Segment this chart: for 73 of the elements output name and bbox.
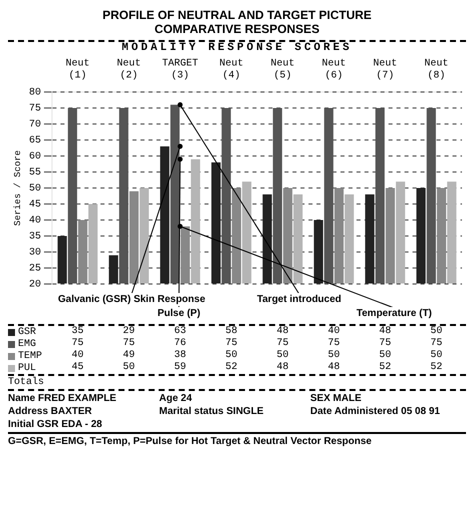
data-label: 75 (122, 338, 136, 350)
y-tick-label: 60 (28, 152, 41, 163)
x-tick-label: Neut (6) (322, 58, 346, 82)
data-label: 48 (276, 326, 290, 338)
data-label: 75 (429, 338, 444, 350)
annotation: Target introduced (257, 294, 342, 305)
x-tick-label: TARGET (3) (162, 58, 198, 82)
data-label: 52 (224, 362, 238, 374)
y-tick-label: 20 (28, 280, 41, 291)
data-label: 48 (276, 362, 290, 374)
y-tick-label: 25 (28, 264, 41, 275)
data-label: 45 (70, 362, 85, 374)
text: Totals (8, 374, 466, 389)
annotation: Galvanic (GSR) Skin Response (58, 294, 206, 305)
data-label: 52 (378, 362, 392, 374)
data-label: 52 (429, 362, 444, 374)
x-tick-label: Neut (8) (424, 58, 448, 82)
data-label: 38 (173, 350, 188, 362)
annotation: Pulse (P) (158, 308, 200, 319)
text: Address BAXTER (8, 406, 93, 417)
y-tick-label: 45 (28, 200, 41, 211)
chart-subtitle: MODALITY RESPONSE SCORES (8, 40, 466, 54)
legend-label: TEMP (18, 350, 42, 362)
data-label: 58 (224, 326, 238, 338)
data-label: 40 (326, 326, 341, 338)
data-label: 50 (122, 362, 136, 374)
annotation: Temperature (T) (356, 308, 432, 319)
x-tick-label: Neut (1) (66, 58, 90, 82)
y-tick-label: 55 (28, 168, 41, 179)
data-label: 40 (70, 350, 85, 362)
y-tick-label: 40 (28, 216, 41, 227)
y-tick-label: 50 (28, 184, 41, 195)
data-label: 50 (276, 350, 290, 362)
y-tick-label: 80 (28, 88, 41, 99)
data-label: 48 (326, 362, 341, 374)
data-label: 59 (173, 362, 188, 374)
data-label: 63 (173, 326, 188, 338)
x-tick-label: Neut (5) (270, 58, 295, 82)
y-tick-label: 70 (28, 120, 41, 131)
text: Marital status SINGLE (159, 406, 265, 417)
text: Age 24 (159, 393, 193, 404)
legend-label: GSR (18, 326, 36, 338)
legend-label: EMG (18, 338, 36, 350)
text: Name FRED EXAMPLE (8, 393, 118, 404)
y-tick-label: 65 (28, 136, 41, 147)
y-tick-label: 75 (28, 104, 41, 115)
text: Initial GSR EDA - 28 (8, 419, 104, 430)
y-tick-label: 30 (28, 248, 41, 259)
data-label: 48 (378, 326, 392, 338)
data-label: 75 (326, 338, 341, 350)
text: G=GSR, E=EMG, T=Temp, P=Pulse for Hot Target & Neutral Vector Response (8, 432, 466, 447)
data-label: 50 (224, 350, 238, 362)
data-label: 29 (122, 326, 136, 338)
chart-title: PROFILE OF NEUTRAL AND TARGET PICTURE COMPARATIVE RESPONSES (101, 8, 373, 36)
data-label: 50 (326, 350, 341, 362)
data-label: 75 (224, 338, 238, 350)
y-tick-label: 35 (28, 232, 41, 243)
data-label: 75 (70, 338, 85, 350)
data-label: 75 (276, 338, 290, 350)
data-label: 76 (173, 338, 188, 350)
data-label: 50 (378, 350, 392, 362)
x-tick-label: Neut (7) (373, 58, 398, 82)
data-label: 50 (429, 350, 444, 362)
data-label: 49 (122, 350, 136, 362)
x-tick-label: Neut (4) (219, 58, 244, 82)
data-label: 75 (378, 338, 392, 350)
x-tick-label: Neut (2) (116, 58, 141, 82)
text: Date Administered 05 08 91 (310, 406, 441, 417)
data-label: 35 (70, 326, 85, 338)
text: SEX MALE (310, 393, 362, 404)
legend-label: PUL (18, 362, 36, 374)
data-label: 50 (429, 326, 444, 338)
y-axis-title: Series / Score (12, 150, 23, 226)
